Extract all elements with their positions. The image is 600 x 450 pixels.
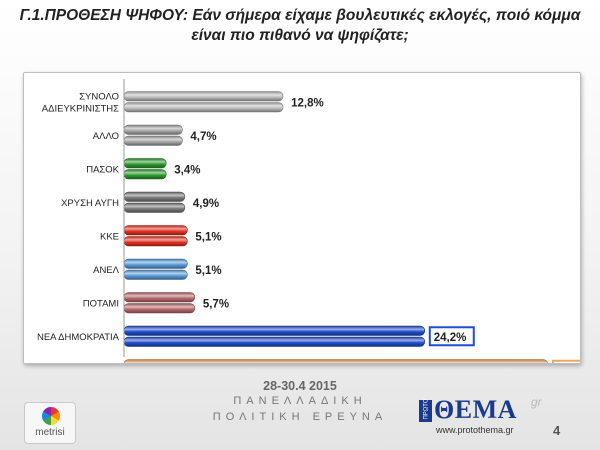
data-label: 5,7% xyxy=(203,298,229,310)
bar xyxy=(123,258,188,269)
metrisi-logo-text: metrisi xyxy=(35,427,65,438)
protothema-logo: ΠΡΩΤΟ ΘΕΜΑ gr www.protothema.gr xyxy=(419,395,549,443)
bar xyxy=(123,303,196,314)
thema-url: www.protothema.gr xyxy=(436,425,514,435)
bar xyxy=(123,169,167,180)
bar xyxy=(123,91,284,102)
category-label: ΧΡΥΣΗ ΑΥΓΗ xyxy=(61,198,119,209)
thema-prefix: ΠΡΩΤΟ xyxy=(419,398,432,422)
category-label: ΑΛΛΟ xyxy=(93,131,119,142)
category-label: ΑΔΙΕΥΚΡΙΝΙΣΤΗΣ xyxy=(42,103,119,114)
category-label: ΣΥΝΟΛΟ xyxy=(79,91,119,102)
bar xyxy=(123,269,188,280)
bar xyxy=(123,124,183,135)
title-question-1: Εάν σήμερα είχαμε βουλευτικές εκλογές, π… xyxy=(192,7,581,24)
bar xyxy=(123,292,196,303)
category-label: ΑΝΕΛ xyxy=(93,265,120,276)
bar xyxy=(123,336,426,347)
title-question-2: είναι πιο πιθανό να ψηφίζατε; xyxy=(191,27,409,44)
survey-date: 28-30.4 2015 xyxy=(263,379,337,393)
thema-suffix: gr xyxy=(531,395,542,409)
category-label: ΠΑΣΟΚ xyxy=(86,164,119,175)
category-label: ΠΟΤΑΜΙ xyxy=(83,298,119,309)
data-label: 5,1% xyxy=(195,265,221,277)
bar xyxy=(123,202,186,213)
bar xyxy=(123,236,188,247)
thema-prefix-text: ΠΡΩΤΟ xyxy=(423,398,430,420)
title-lead: Γ.1.ΠΡΟΘΕΣΗ ΨΗΦΟΥ: xyxy=(19,7,189,24)
data-label: 4,9% xyxy=(193,198,219,210)
data-label: 4,7% xyxy=(190,131,216,143)
bar xyxy=(123,325,426,336)
bar xyxy=(123,191,186,202)
survey-line-2: ΠΟΛΙΤΙΚΗ ΕΡΕΥΝΑ xyxy=(212,411,388,423)
survey-line-1: ΠΑΝΕΛΛΑΔΙΚΗ xyxy=(233,395,367,407)
metrisi-logo: metrisi xyxy=(24,402,76,444)
data-label-box xyxy=(551,359,580,363)
bar xyxy=(123,135,183,146)
data-label: 12,8% xyxy=(291,97,324,109)
bar xyxy=(123,225,188,236)
data-label: 24,2% xyxy=(434,332,467,344)
category-label: ΝΕΑ ΔΗΜΟΚΡΑΤΙΑ xyxy=(37,332,120,343)
category-label: ΚΚΕ xyxy=(100,231,119,242)
metrisi-logo-icon xyxy=(42,407,60,425)
chart-panel: ΣΥΝΟΛΟ ΑΔΙΕΥΚΡΙΝΙΣΤΗΣ 12,8% ΑΛΛΟ 4,7% ΠΑΣΟΚ 3,… xyxy=(23,72,581,364)
data-label-box xyxy=(428,326,475,347)
bar xyxy=(123,102,284,113)
data-label: 3,4% xyxy=(174,164,200,176)
page-number: 4 xyxy=(553,423,561,438)
thema-name: ΘΕΜΑ xyxy=(434,395,517,424)
bar xyxy=(123,158,167,169)
page-title: Γ.1.ΠΡΟΘΕΣΗ ΨΗΦΟΥ: Εάν σήμερα είχαμε βου… xyxy=(14,6,586,46)
bar xyxy=(123,359,548,363)
data-label: 5,1% xyxy=(195,231,221,243)
